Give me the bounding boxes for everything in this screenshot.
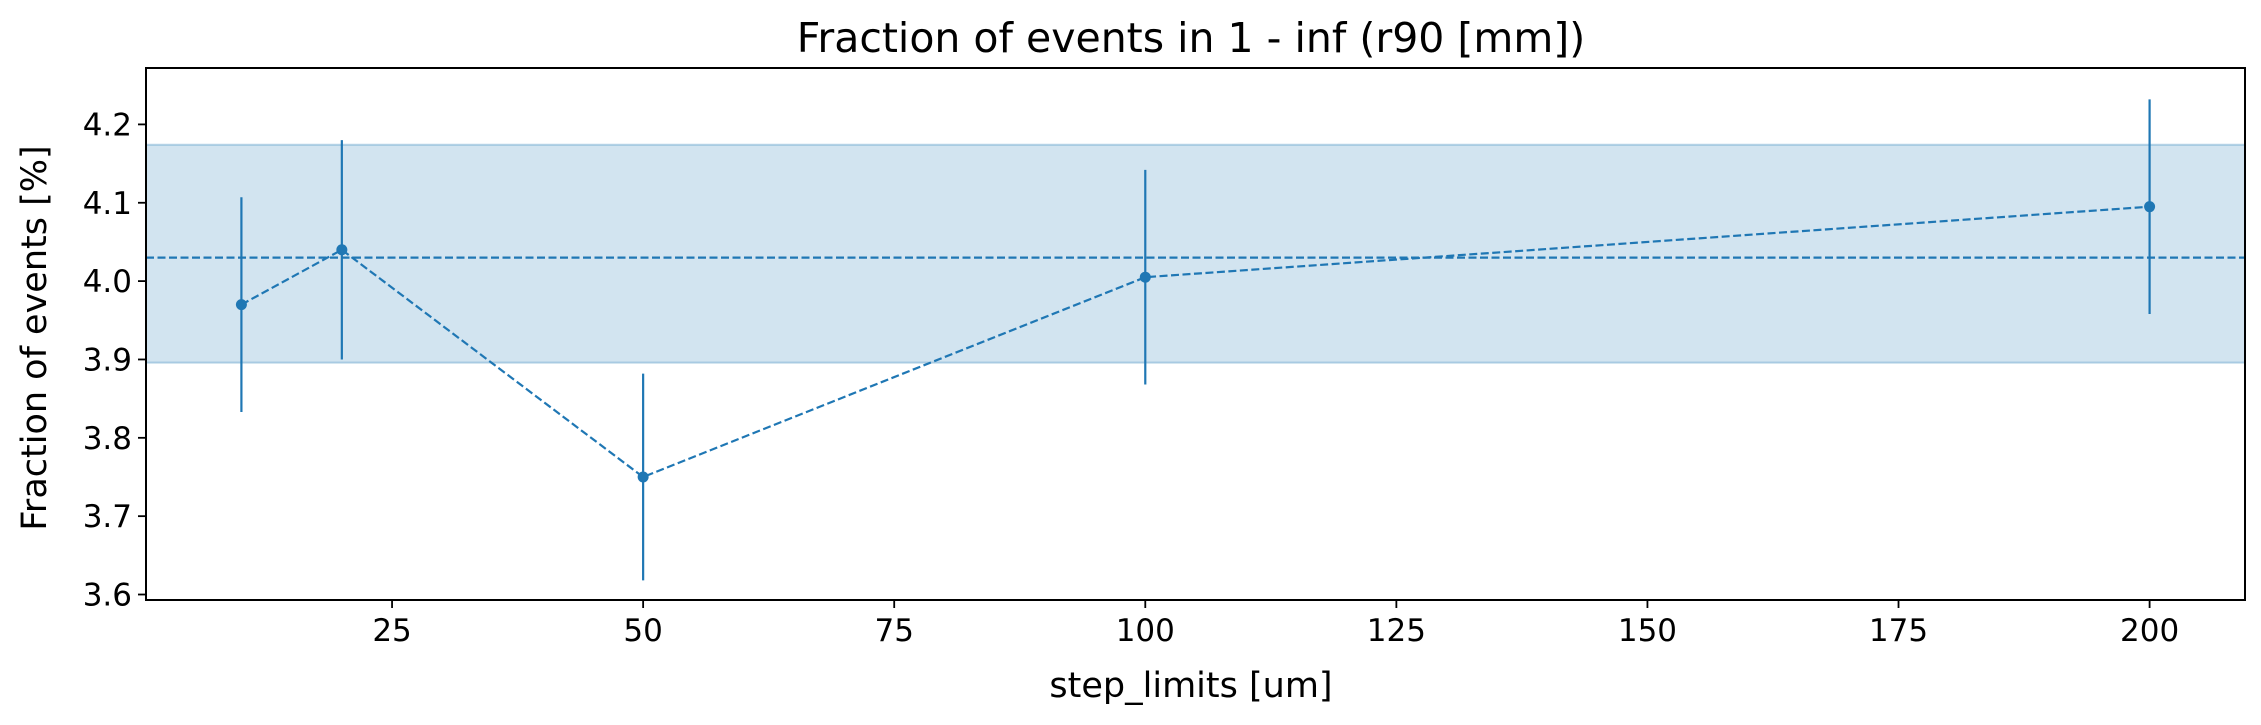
x-tick-label: 75 <box>874 613 913 649</box>
x-tick-label: 200 <box>2120 613 2179 649</box>
plot-frame <box>145 67 2246 601</box>
x-tick-label: 50 <box>623 613 662 649</box>
data-point <box>235 299 247 311</box>
x-ticks: 25 50 75 100 125 150 175 200 <box>372 600 2179 649</box>
x-tick-label: 175 <box>1869 613 1928 649</box>
data-point <box>2144 201 2156 213</box>
y-tick-label: 4.2 <box>83 107 132 143</box>
chart-title: Fraction of events in 1 - inf (r90 [mm]) <box>797 14 1586 62</box>
confidence-band <box>146 144 2245 363</box>
y-tick-label: 4.1 <box>83 186 132 222</box>
axes-layer <box>145 67 2246 601</box>
x-tick-label: 125 <box>1367 613 1426 649</box>
x-tick-label: 100 <box>1116 613 1175 649</box>
y-ticks: 3.6 3.7 3.8 3.9 4.0 4.1 4.2 <box>83 107 146 614</box>
y-tick-label: 3.6 <box>83 578 132 614</box>
y-tick-label: 3.7 <box>83 499 132 535</box>
x-tick-label: 150 <box>1618 613 1677 649</box>
data-point <box>637 471 649 483</box>
data-point <box>1139 271 1151 283</box>
y-tick-label: 3.9 <box>83 342 132 378</box>
y-axis-label: Fraction of events [%] <box>15 145 55 530</box>
series-line <box>240 205 2150 479</box>
confidence-band-layer <box>146 143 2245 364</box>
series-layer <box>235 99 2156 581</box>
x-axis-label: step_limits [um] <box>1049 666 1332 706</box>
x-tick-label: 25 <box>372 613 411 649</box>
y-tick-label: 4.0 <box>83 264 132 300</box>
y-tick-label: 3.8 <box>83 421 132 457</box>
data-point <box>336 244 348 256</box>
